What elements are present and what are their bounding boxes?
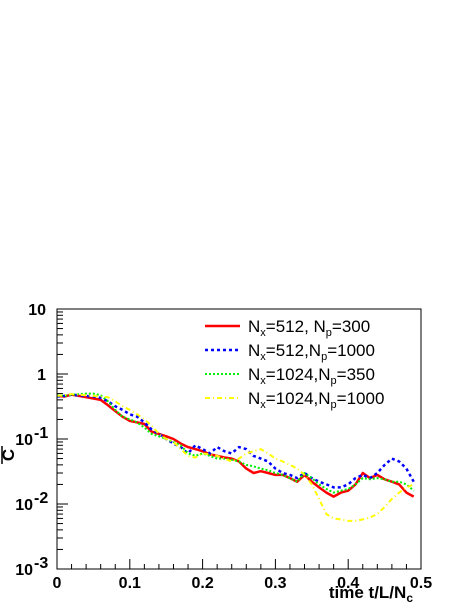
y-tick-exponent: -2 [34, 490, 48, 507]
legend-text-part: N [248, 341, 260, 360]
y-tick-label: 10 [15, 432, 33, 449]
legend-subscript: x [260, 351, 266, 363]
legend-text-part: N [248, 317, 260, 336]
legend-subscript: p [331, 375, 337, 387]
x-tick-label: 0.2 [191, 575, 213, 592]
y-tick-exponent: -3 [34, 555, 48, 572]
series-lines [56, 392, 415, 522]
legend-subscript: x [260, 327, 266, 339]
legend-text-part: =512, N [266, 317, 326, 336]
series-line-4 [56, 393, 415, 522]
legend-text-part: N [248, 365, 260, 384]
legend-text-part: =300 [332, 317, 370, 336]
legend-subscript: x [260, 399, 266, 411]
legend-label-2: Nx=512,Np=1000 [248, 341, 375, 363]
y-tick-exponent: -1 [34, 425, 48, 442]
x-tick-label: 0.1 [119, 575, 141, 592]
axis-titles: time t/L/Nc C [0, 446, 413, 605]
y-tick-label: 1 [37, 367, 46, 384]
series-line-2 [56, 393, 415, 489]
legend-subscript: p [326, 327, 332, 339]
legend-text-part: =1024,N [266, 365, 331, 384]
x-tick-label: 0.4 [337, 575, 359, 592]
legend-label-3: Nx=1024,Np=350 [248, 365, 375, 387]
y-tick-label: 10 [15, 562, 33, 579]
legend: Nx=512, Np=300Nx=512,Np=1000Nx=1024,Np=3… [205, 317, 384, 411]
legend-text-part: =1024,N [266, 389, 331, 408]
legend-subscript: x [260, 375, 266, 387]
legend-subscript: p [331, 399, 337, 411]
legend-text-part: =1000 [337, 389, 385, 408]
legend-label-1: Nx=512, Np=300 [248, 317, 370, 339]
x-tick-label: 0.3 [264, 575, 286, 592]
legend-text-part: =512,N [266, 341, 321, 360]
legend-label-4: Nx=1024,Np=1000 [248, 389, 384, 411]
x-tick-label: 0 [53, 575, 62, 592]
legend-text-part: =1000 [327, 341, 375, 360]
legend-text-part: =350 [337, 365, 375, 384]
y-tick-label: 10 [15, 497, 33, 514]
axis-ticks [56, 308, 422, 570]
legend-text-part: N [248, 389, 260, 408]
y-tick-label: 10 [28, 302, 46, 319]
x-axis-title-subscript: c [406, 591, 413, 605]
x-axis-title: time t/L/Nc [329, 583, 413, 605]
x-tick-label: 0.5 [410, 575, 432, 592]
legend-subscript: p [321, 351, 327, 363]
series-line-3 [56, 392, 415, 494]
y-axis-title: C [0, 449, 18, 461]
